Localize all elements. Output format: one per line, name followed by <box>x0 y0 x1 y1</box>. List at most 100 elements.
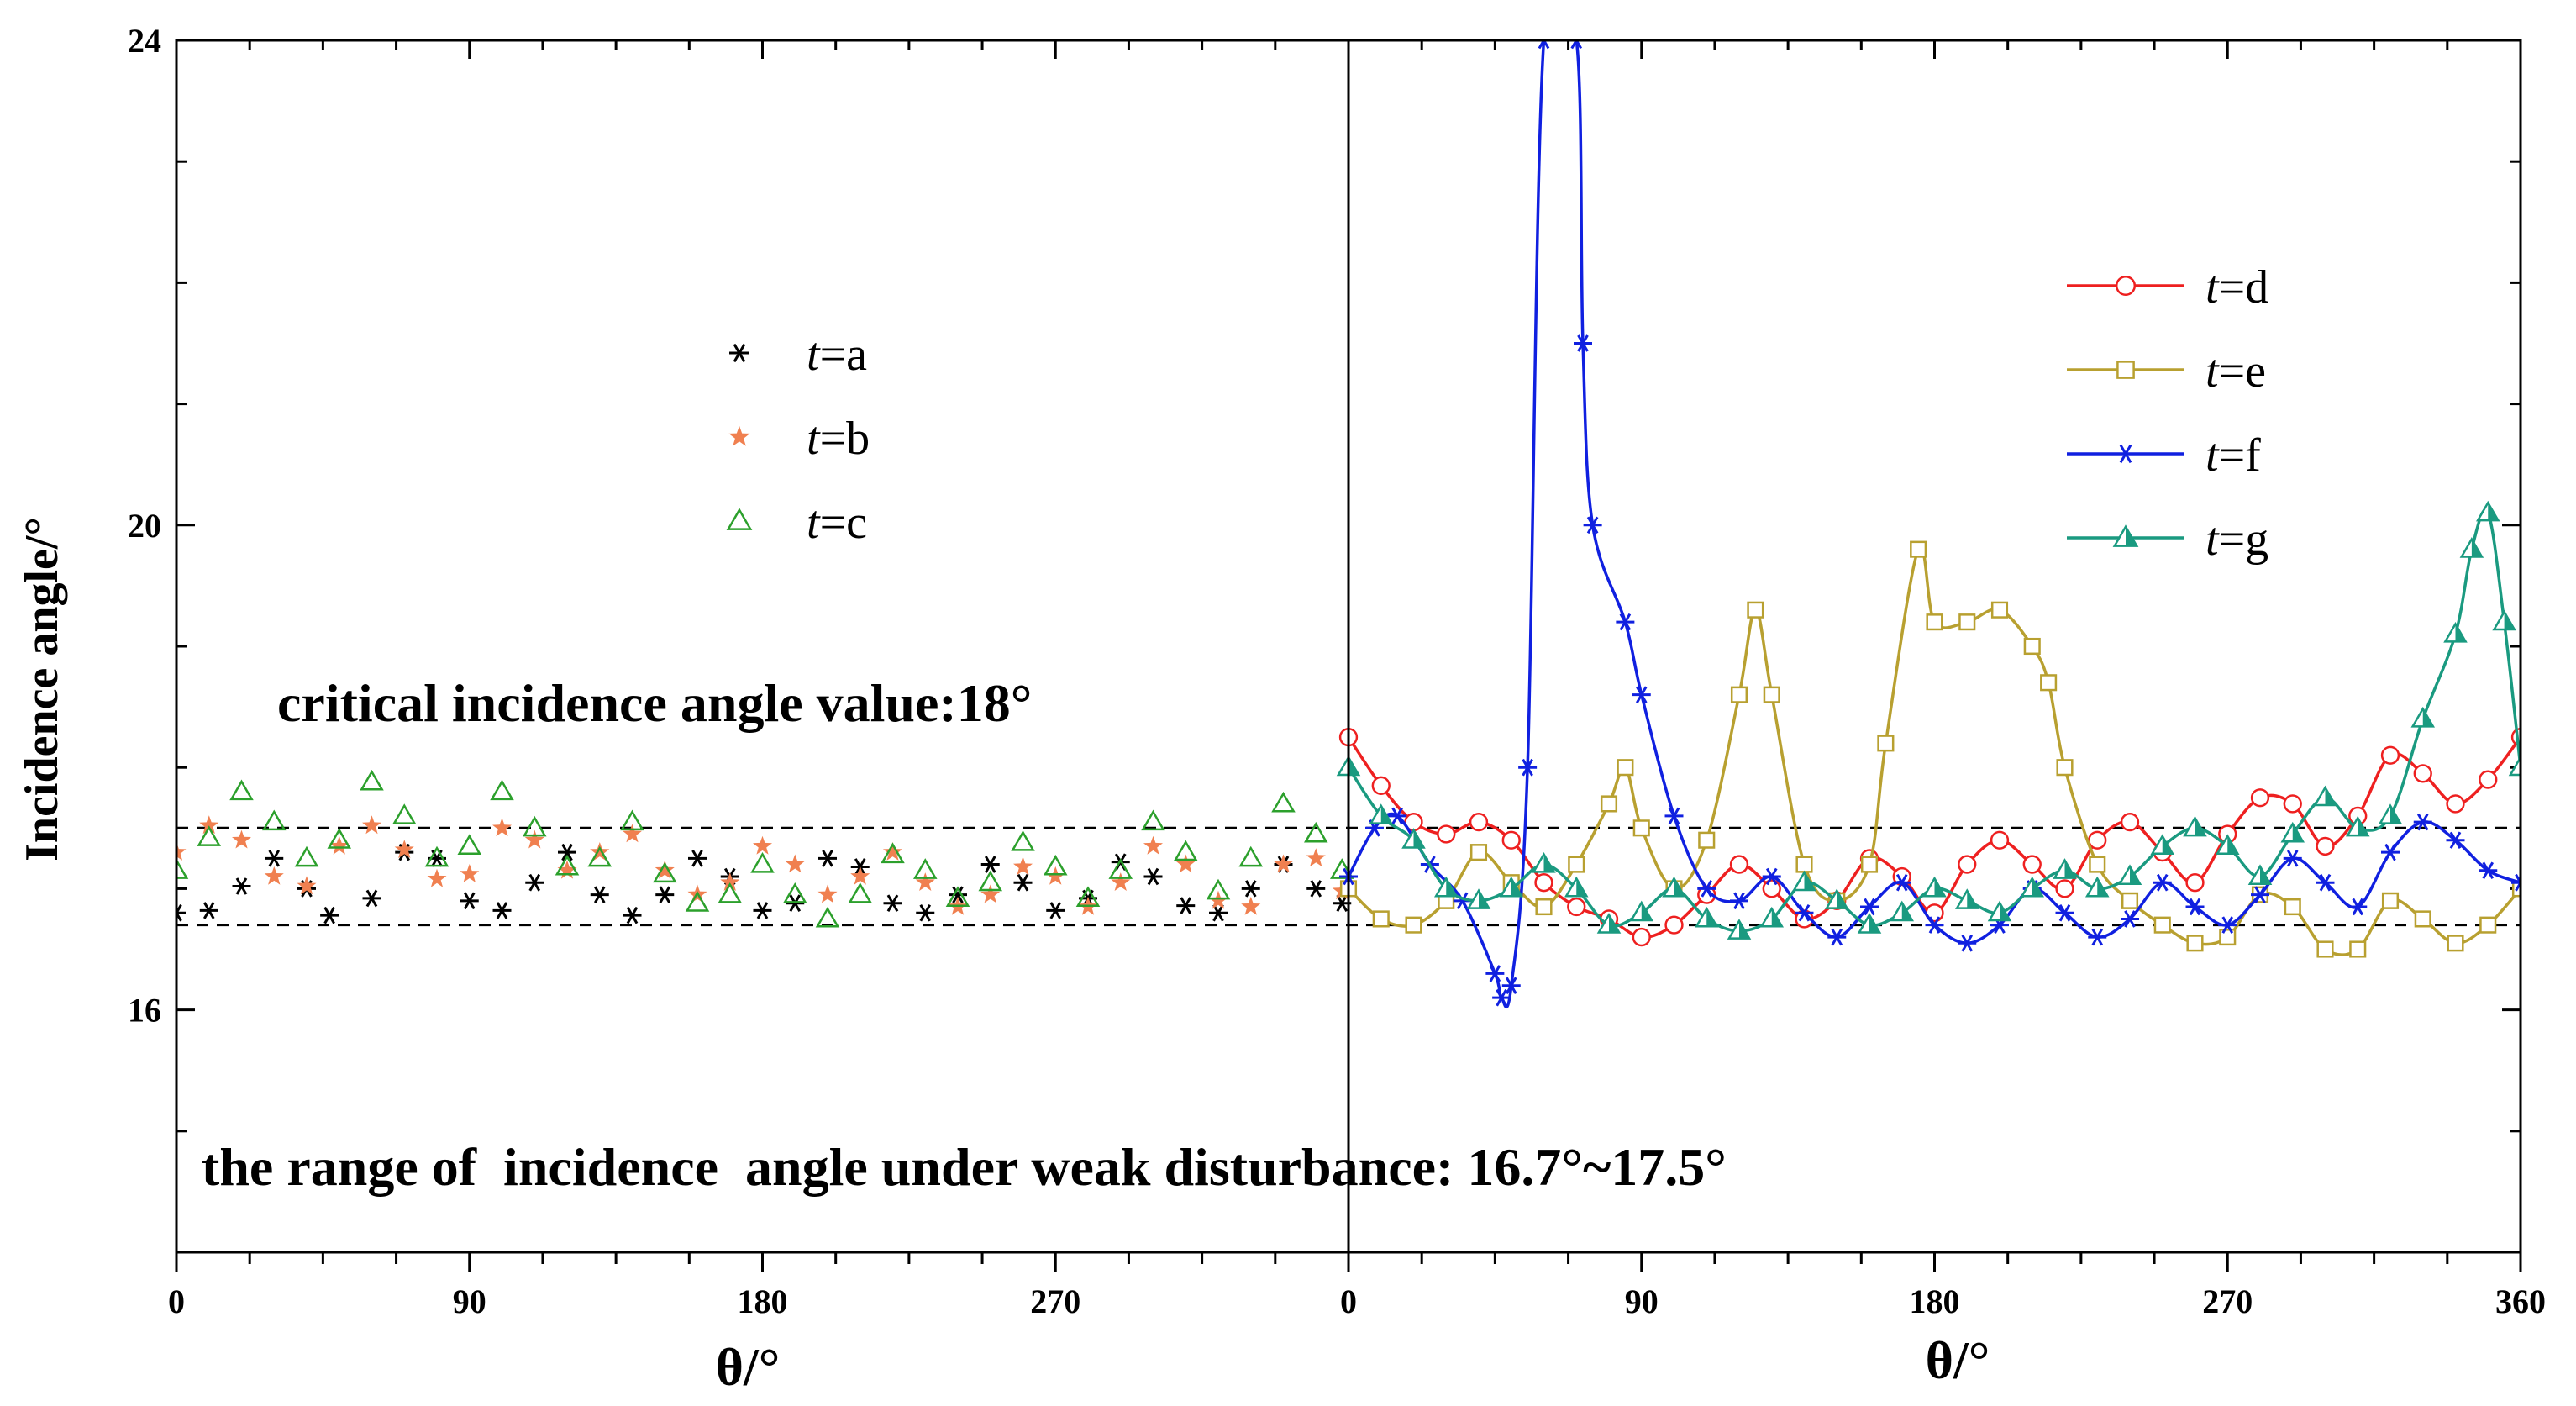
series-line-e <box>1347 545 2521 956</box>
data-point <box>786 894 805 912</box>
data-point <box>1632 927 1651 947</box>
data-point <box>176 842 187 861</box>
legend-item-f: t=f <box>2067 429 2261 482</box>
data-point <box>2378 803 2403 824</box>
data-point <box>883 842 902 861</box>
data-point <box>1926 613 1943 631</box>
data-point <box>718 882 743 903</box>
x-axis-title-left: θ/° <box>716 1337 781 1397</box>
data-point <box>297 876 317 895</box>
data-point <box>1141 809 1165 831</box>
data-point <box>1469 812 1489 832</box>
data-point <box>1013 873 1033 892</box>
data-point <box>652 861 677 883</box>
data-point <box>753 835 772 855</box>
data-point <box>587 845 612 867</box>
series-g <box>1336 500 2521 940</box>
data-point <box>1727 919 1752 940</box>
data-point <box>1208 890 1228 909</box>
data-point <box>2153 873 2172 892</box>
legend-marker-d <box>2115 275 2137 297</box>
data-point <box>2447 935 2464 952</box>
data-point <box>1583 516 1602 534</box>
data-point <box>1241 896 1261 915</box>
data-point <box>2053 858 2077 879</box>
data-point <box>1730 686 1748 703</box>
legend-marker-b <box>728 425 750 446</box>
data-point <box>1990 830 2010 850</box>
data-point <box>1043 854 1068 876</box>
data-point <box>2215 834 2240 855</box>
legend-label-f: t=f <box>2205 429 2261 482</box>
legend-label-c: t=c <box>807 497 867 549</box>
y-axis-title: Incidence angle/° <box>16 517 68 861</box>
data-point <box>2280 821 2305 843</box>
data-point <box>264 866 284 885</box>
data-point <box>2183 815 2207 837</box>
data-point <box>294 845 319 867</box>
data-point <box>2250 788 2270 808</box>
data-point <box>232 877 251 895</box>
data-point <box>1388 807 1407 825</box>
data-point <box>685 891 710 912</box>
data-point <box>360 769 384 791</box>
data-point <box>1795 903 1814 922</box>
data-point <box>1433 876 1459 898</box>
data-point <box>2055 903 2074 922</box>
data-point <box>525 873 544 892</box>
legend-item-e: t=e <box>2067 345 2266 398</box>
data-point <box>1176 897 1196 914</box>
data-point <box>1518 758 1538 777</box>
x-tick-label: 0 <box>1340 1282 1357 1320</box>
data-point <box>1698 831 1716 849</box>
legend-label-b: t=b <box>807 413 870 465</box>
data-point <box>2508 755 2521 777</box>
data-point <box>1574 334 1592 352</box>
data-point <box>2479 916 2497 934</box>
data-point <box>555 854 580 876</box>
data-point <box>265 850 284 867</box>
data-point <box>2443 621 2468 643</box>
legend-item-c: t=c <box>726 497 867 549</box>
legend-marker-f <box>2116 444 2136 464</box>
data-point <box>2218 916 2237 934</box>
data-point <box>1890 900 1915 922</box>
data-point <box>1632 819 1650 837</box>
data-point <box>1568 856 1585 873</box>
data-point <box>1694 906 1719 928</box>
data-point <box>590 842 610 861</box>
data-point <box>1306 880 1326 898</box>
data-point <box>199 902 218 919</box>
data-point <box>620 809 644 831</box>
legend-item-g: t=g <box>2067 513 2268 566</box>
data-point <box>229 779 254 801</box>
data-point <box>1303 821 1328 843</box>
data-point <box>2446 831 2465 849</box>
series-a <box>176 843 1352 924</box>
data-point <box>2117 864 2142 886</box>
data-point <box>1045 866 1065 885</box>
data-point <box>623 824 642 843</box>
data-point <box>750 851 775 873</box>
data-point <box>2492 609 2516 631</box>
data-point <box>1485 965 1505 982</box>
data-point <box>1617 759 1634 777</box>
data-point <box>1011 830 1035 851</box>
y-tick-label: 24 <box>128 22 161 60</box>
data-point <box>1762 867 1781 886</box>
x-tick-label: 90 <box>1625 1282 1659 1320</box>
data-point <box>2475 500 2500 522</box>
data-point <box>1143 867 1163 886</box>
data-point <box>2150 834 2175 855</box>
data-point <box>883 894 902 912</box>
data-point <box>460 892 479 910</box>
data-point <box>912 858 938 879</box>
data-point <box>2316 873 2335 892</box>
data-point <box>2413 813 2432 831</box>
data-point <box>1860 898 1879 916</box>
data-point <box>1108 858 1133 879</box>
data-point <box>688 850 707 867</box>
data-point <box>2247 864 2273 886</box>
legend-right: t=d t=e t=f t=g <box>2067 261 2268 566</box>
legend-item-a: t=a <box>729 329 867 381</box>
